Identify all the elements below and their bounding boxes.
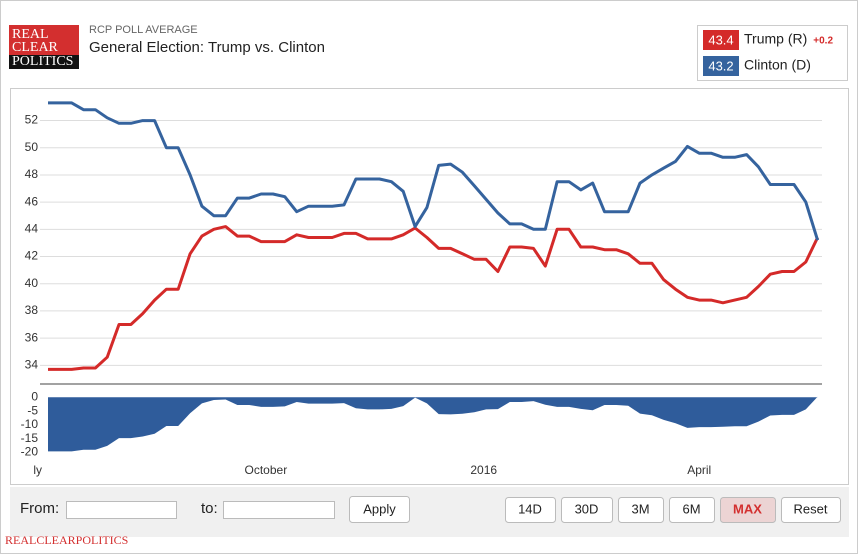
legend-change: +0.2 [813,36,833,47]
range-button-label: 30D [575,501,599,516]
y-tick-label: -20 [21,445,39,459]
range-button[interactable] [781,497,841,523]
range-button[interactable] [618,497,664,523]
range-button-label: Reset [794,501,828,516]
header-label: RCP POLL AVERAGE [89,24,198,36]
y-tick-label: 50 [25,140,39,154]
x-tick-label: October [245,463,288,477]
range-button[interactable] [505,497,556,523]
x-tick-label: ly [33,463,42,477]
range-button-label: 6M [682,501,700,516]
range-button-label: 3M [631,501,649,516]
range-buttons: 14D 30D 3M 6M MAX Reset [505,497,841,523]
series-line [48,225,819,371]
y-tick-label: 38 [25,303,39,317]
from-input[interactable] [66,501,177,519]
x-tick-label: 2016 [470,463,497,477]
range-button-label: MAX [733,501,762,516]
logo-text: REAL [12,27,49,42]
range-button-label: 14D [518,501,542,516]
legend-value: 43.4 [708,32,733,47]
y-tick-label: 36 [25,330,39,344]
y-tick-label: -10 [21,417,39,431]
logo-text: CLEAR [12,40,59,55]
footer: REALCLEARPOLITICS [5,533,128,547]
y-tick-label: 52 [25,113,39,127]
series-line [48,101,820,241]
logo: REAL CLEAR POLITICS [9,25,79,69]
to-label: to: [201,500,218,517]
legend-label: Clinton (D) [744,57,811,73]
legend-swatch [703,30,739,50]
from-label: From: [20,500,59,517]
legend-label: Trump (R) [744,31,807,47]
y-tick-label: -15 [21,431,39,445]
y-tick-label: -5 [27,403,38,417]
spread-area [48,396,818,452]
range-button[interactable] [669,497,715,523]
to-input[interactable] [223,501,335,519]
y-tick-label: 0 [31,389,38,403]
y-tick-label: 44 [25,222,39,236]
apply-button[interactable] [349,496,410,523]
apply-label: Apply [363,501,396,516]
logo-text: POLITICS [12,54,73,69]
y-tick-label: 42 [25,249,39,263]
y-tick-label: 46 [25,194,39,208]
y-tick-label: 34 [25,357,39,371]
chart-title: General Election: Trump vs. Clinton [89,39,325,56]
legend-value: 43.2 [708,58,733,73]
y-tick-label: 48 [25,167,39,181]
range-button[interactable] [720,497,776,523]
range-button[interactable] [561,497,613,523]
logo-bottom [9,55,79,69]
y-tick-label: 40 [25,276,39,290]
x-tick-label: April [687,463,711,477]
legend-swatch [703,56,739,76]
logo-top [9,25,79,55]
